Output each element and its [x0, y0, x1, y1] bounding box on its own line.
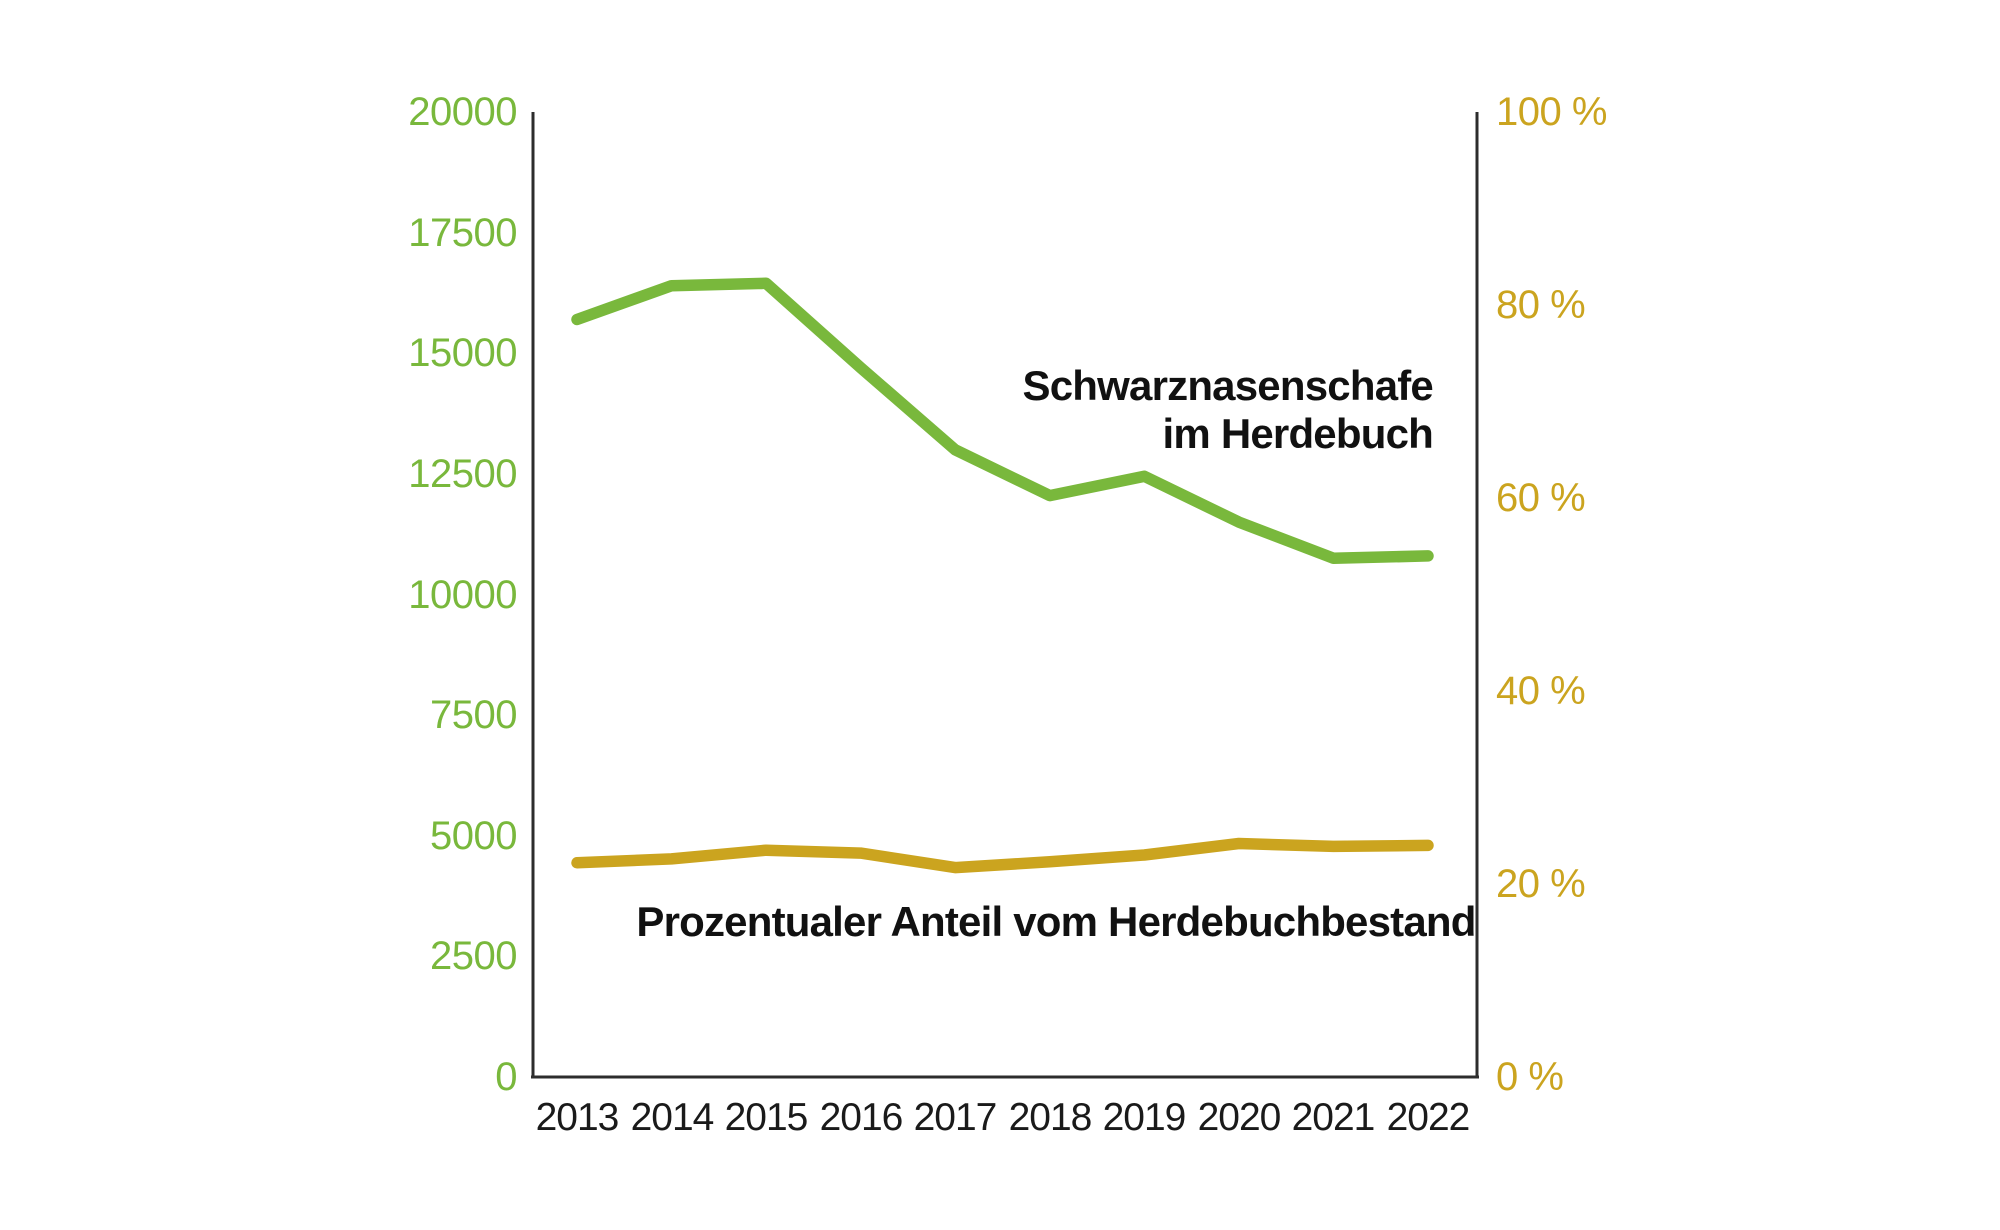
x-axis-year-label: 2013 [535, 1096, 620, 1139]
x-axis-year-label: 2022 [1386, 1096, 1471, 1139]
x-axis-year-label: 2019 [1102, 1096, 1187, 1139]
right-axis-tick-label: 100 % [1496, 90, 1607, 134]
series-label-schwarznasenschafe-line1: Schwarznasenschafe [1022, 362, 1434, 409]
series-lines [571, 277, 1434, 874]
left-axis-tick-label: 2500 [430, 934, 517, 978]
right-axis-tick-label: 60 % [1496, 476, 1586, 520]
left-axis-tick-label: 5000 [430, 814, 517, 858]
x-axis-year-label: 2014 [630, 1096, 715, 1139]
left-axis-tick-label: 12500 [408, 452, 517, 496]
series-label-prozentualer-anteil: Prozentualer Anteil vom Herdebuchbestand [636, 898, 1476, 945]
left-axis-tick-label: 7500 [430, 693, 517, 737]
x-axis-year-label: 2016 [819, 1096, 904, 1139]
left-axis-tick-label: 17500 [408, 211, 517, 255]
right-axis-tick-label: 20 % [1496, 862, 1586, 906]
series-line-schwarznasenschafe [571, 277, 1434, 565]
left-axis-tick-label: 15000 [408, 331, 517, 375]
series-label-schwarznasenschafe-line2: im Herdebuch [1162, 409, 1434, 457]
left-axis-tick-label: 0 [495, 1055, 517, 1099]
x-axis-year-label: 2017 [913, 1096, 998, 1139]
series-label-schwarznasenschafe: Schwarznasenschafe im Herdebuch [1022, 362, 1434, 458]
x-axis-year-label: 2018 [1008, 1096, 1093, 1139]
x-axis-year-label: 2020 [1197, 1096, 1282, 1139]
axis-lines [531, 112, 1479, 1079]
left-axis-tick-label: 10000 [408, 573, 517, 617]
right-axis-tick-label: 0 % [1496, 1055, 1564, 1099]
x-axis-year-label: 2015 [724, 1096, 809, 1139]
left-axis-tick-label: 20000 [408, 90, 517, 134]
right-axis-tick-label: 80 % [1496, 283, 1586, 327]
x-axis-year-label: 2021 [1291, 1096, 1376, 1139]
series-line-anteil [571, 837, 1434, 874]
right-axis-tick-label: 40 % [1496, 669, 1586, 713]
